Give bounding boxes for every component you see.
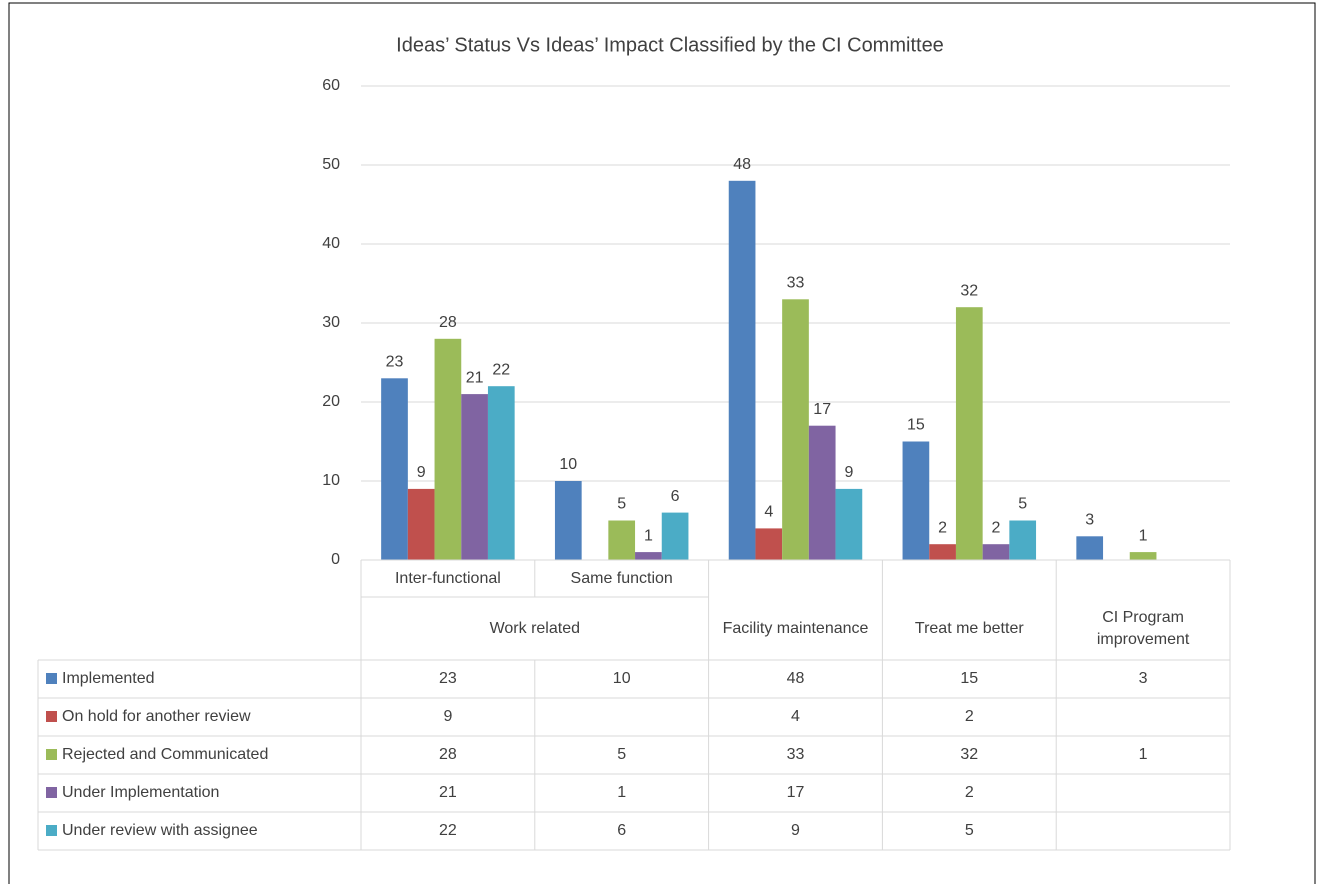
bar (835, 488, 863, 560)
bar (381, 378, 408, 560)
x-tick-label: Inter-functional (394, 569, 501, 587)
legend-key (46, 673, 57, 684)
data-label: 3 (1085, 512, 1094, 529)
legend-key (46, 749, 57, 760)
table-value: 9 (443, 708, 452, 725)
table-value: 4 (791, 708, 800, 725)
data-label: 2 (992, 519, 1001, 536)
bar (1076, 536, 1104, 560)
bar (728, 180, 756, 561)
bar (1129, 552, 1157, 560)
table-value: 3 (1139, 670, 1148, 687)
bar (554, 481, 582, 560)
bar (461, 394, 488, 560)
legend-label: Under review with assignee (62, 822, 258, 839)
chart-title: Ideas’ Status Vs Ideas’ Impact Classifie… (396, 34, 944, 56)
table-value: 5 (965, 822, 974, 839)
y-tick-label: 60 (322, 77, 340, 94)
bar (902, 441, 930, 560)
table-value: 1 (617, 784, 626, 801)
data-label: 32 (960, 282, 978, 299)
data-label: 9 (844, 464, 853, 481)
legend-label: Under Implementation (62, 784, 219, 801)
table-value: 28 (439, 746, 457, 763)
bar (434, 338, 462, 560)
legend-label: Implemented (62, 670, 155, 687)
table-value: 32 (960, 746, 978, 763)
legend-label: On hold for another review (62, 708, 251, 725)
table-value: 2 (965, 708, 974, 725)
data-label: 17 (813, 401, 831, 418)
y-tick-label: 20 (322, 393, 340, 410)
table-value: 9 (791, 822, 800, 839)
data-label: 1 (1139, 527, 1148, 544)
table-value: 5 (617, 746, 626, 763)
data-label: 15 (907, 417, 925, 434)
table-value: 17 (787, 784, 805, 801)
table-value: 6 (617, 822, 626, 839)
y-tick-label: 40 (322, 235, 340, 252)
frame (8, 2, 1316, 884)
bar (407, 488, 435, 560)
table-value: 15 (960, 670, 978, 687)
data-label: 5 (1018, 496, 1027, 513)
table-value: 22 (439, 822, 457, 839)
legend-key (46, 711, 57, 722)
table-value: 1 (1139, 746, 1148, 763)
y-tick-label: 50 (322, 156, 340, 173)
data-label: 23 (386, 354, 404, 371)
data-label: 10 (559, 456, 577, 473)
table-value: 48 (787, 670, 805, 687)
data-label: 22 (492, 361, 510, 378)
bar (1009, 520, 1037, 560)
x-group-label: CI Program improvement (1096, 608, 1190, 648)
bar (755, 528, 783, 560)
data-label: 33 (787, 275, 805, 292)
table-value: 2 (965, 784, 974, 801)
bar (782, 299, 809, 560)
x-tick-label: Same function (570, 569, 673, 587)
data-label: 6 (671, 488, 680, 505)
legend-key (46, 787, 57, 798)
bar (808, 425, 836, 560)
bar (661, 512, 689, 560)
bar (608, 520, 636, 560)
table-value: 33 (787, 746, 805, 763)
bar (487, 386, 515, 560)
x-group-label: Treat me better (914, 619, 1024, 637)
table-value: 21 (439, 784, 457, 801)
legend-label: Rejected and Communicated (62, 746, 268, 763)
y-tick-label: 30 (322, 314, 340, 331)
data-label: 5 (617, 496, 626, 513)
data-label: 9 (417, 464, 426, 481)
data-label: 2 (938, 519, 947, 536)
data-label: 28 (439, 314, 457, 331)
bar (929, 544, 956, 560)
y-tick-label: 0 (331, 551, 340, 568)
x-group-label: Work related (489, 619, 580, 637)
bar (982, 544, 1010, 560)
x-group-label: Facility maintenance (722, 619, 869, 637)
legend-key (46, 825, 57, 836)
bar (635, 552, 662, 560)
data-label: 1 (644, 527, 653, 544)
data-label: 21 (466, 369, 484, 386)
data-label: 4 (764, 504, 773, 521)
data-label: 48 (733, 156, 751, 173)
y-tick-label: 10 (322, 472, 340, 489)
table-value: 23 (439, 670, 457, 687)
table-value: 10 (613, 670, 631, 687)
bar (955, 307, 983, 560)
